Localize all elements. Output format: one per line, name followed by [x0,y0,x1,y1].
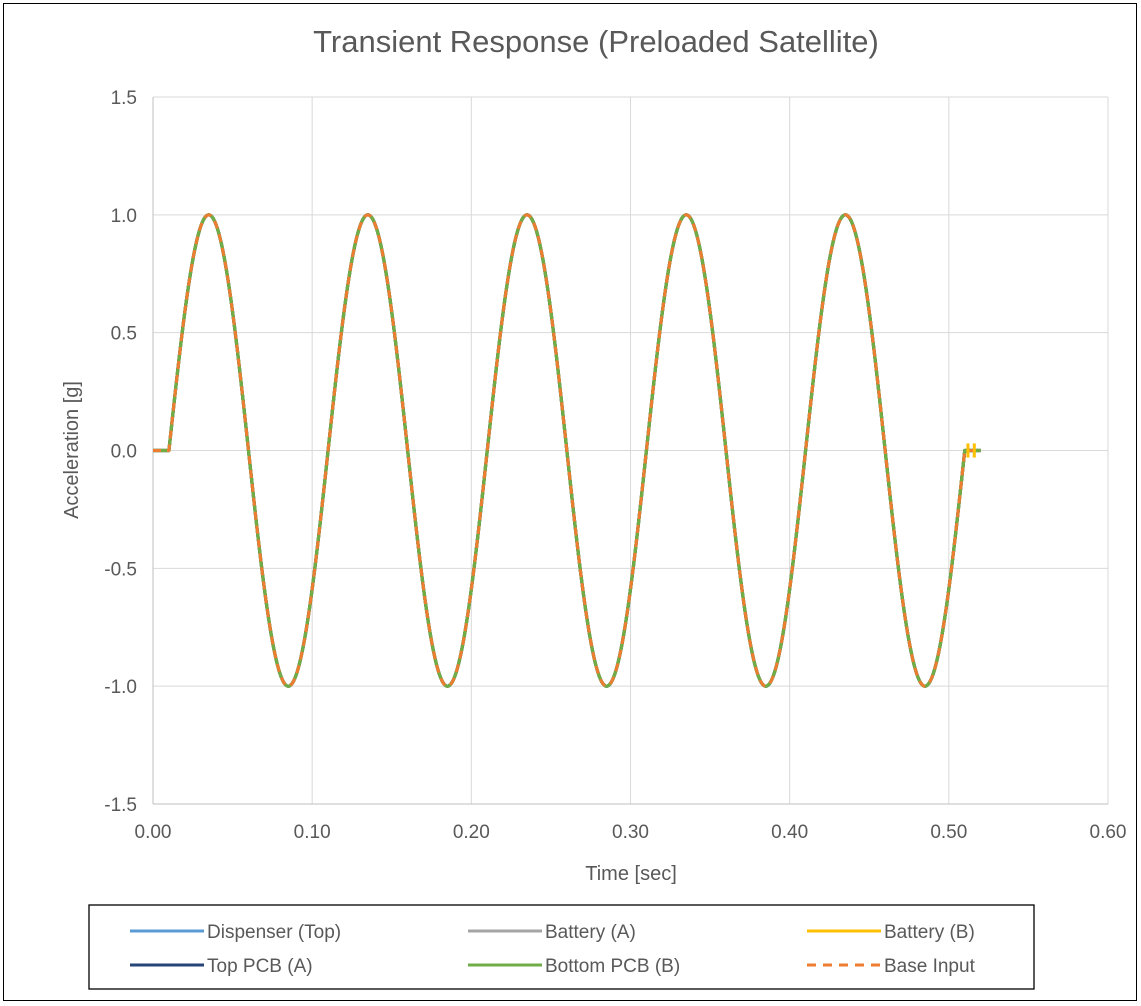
gridlines [152,96,1109,805]
series-lines [152,213,982,688]
y-tick-labels: 1.5 1.0 0.5 0.0 -0.5 -1.0 -1.5 [104,88,137,816]
legend-label: Top PCB (A) [207,956,313,977]
y-tick-label: 1.0 [111,206,137,227]
x-tick-label: 0.60 [1090,822,1127,843]
legend-label: Battery (B) [884,922,975,943]
x-tick-label: 0.10 [294,822,331,843]
y-tick-label: -0.5 [104,559,137,580]
legend: Dispenser (Top) Battery (A) Battery (B) Top… [130,922,976,977]
x-tick-label: 0.20 [453,822,490,843]
legend-box [88,904,1035,990]
chart-frame [3,3,1137,1001]
x-tick-labels: 0.00 0.10 0.20 0.30 0.40 0.50 0.60 [135,822,1127,843]
series-line-5 [152,213,982,688]
x-axis-title: Time [sec] [585,863,677,885]
y-tick-label: 1.5 [111,88,137,109]
x-tick-label: 0.50 [930,822,967,843]
y-tick-label: -1.5 [104,795,137,816]
x-tick-label: 0.30 [612,822,649,843]
legend-label: Bottom PCB (B) [545,956,680,977]
y-axis-title: Acceleration [g] [61,381,83,519]
x-tick-label: 0.00 [135,822,172,843]
y-tick-label: -1.0 [104,677,137,698]
x-tick-label: 0.40 [771,822,808,843]
legend-label: Battery (A) [545,922,636,943]
chart-title: Transient Response (Preloaded Satellite) [313,24,879,59]
y-tick-label: 0.0 [111,442,137,463]
y-tick-label: 0.5 [111,324,137,345]
legend-label: Dispenser (Top) [207,922,341,943]
legend-label: Base Input [884,956,976,977]
